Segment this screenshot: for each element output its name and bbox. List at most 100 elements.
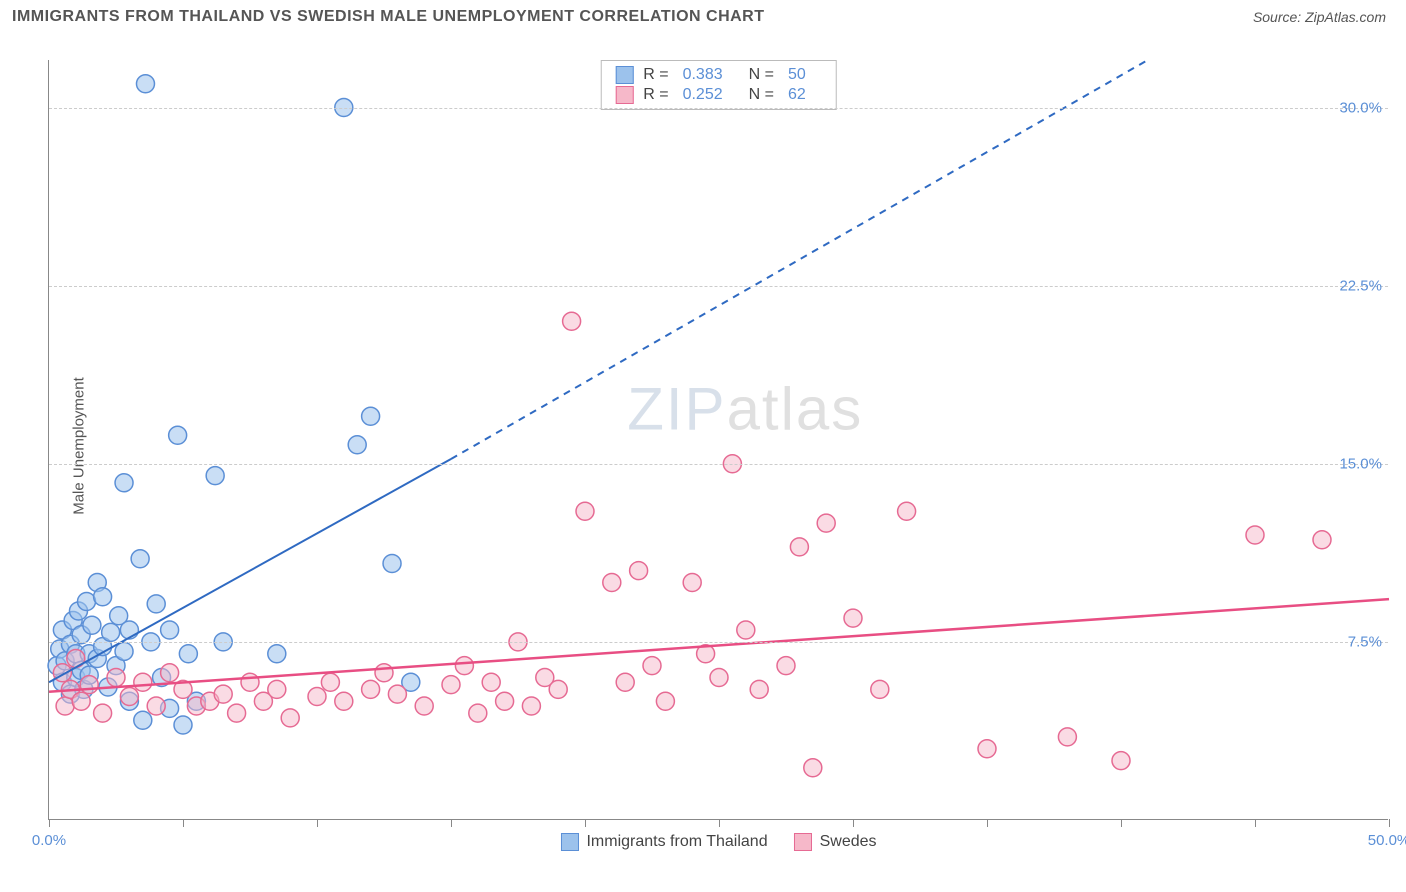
data-point [80, 676, 98, 694]
x-tick [49, 819, 50, 827]
x-tick [451, 819, 452, 827]
y-tick-label: 15.0% [1339, 455, 1382, 472]
data-point [1246, 526, 1264, 544]
n-label: N = [749, 86, 774, 104]
data-point [136, 75, 154, 93]
data-point [898, 502, 916, 520]
data-point [388, 685, 406, 703]
data-point [549, 680, 567, 698]
data-point [161, 664, 179, 682]
data-point [56, 697, 74, 715]
data-point [522, 697, 540, 715]
data-point [817, 514, 835, 532]
x-tick [317, 819, 318, 827]
grid-line [49, 286, 1388, 287]
data-point [1313, 531, 1331, 549]
data-point [147, 697, 165, 715]
data-point [214, 685, 232, 703]
data-point [348, 436, 366, 454]
x-tick-label: 50.0% [1368, 832, 1406, 849]
series-legend-item-2: Swedes [794, 833, 877, 851]
r-label: R = [643, 86, 668, 104]
series-legend-item-1: Immigrants from Thailand [560, 833, 767, 851]
data-point [321, 673, 339, 691]
x-tick [1389, 819, 1390, 827]
data-point [1058, 728, 1076, 746]
data-point [120, 688, 138, 706]
x-tick [1121, 819, 1122, 827]
data-point [107, 669, 125, 687]
plot-svg [49, 60, 1389, 820]
legend-swatch-series-1 [615, 66, 633, 84]
data-point [496, 692, 514, 710]
data-point [102, 623, 120, 641]
data-point [120, 621, 138, 639]
data-point [804, 759, 822, 777]
data-point [362, 407, 380, 425]
x-tick-label: 0.0% [32, 832, 66, 849]
series-name-1: Immigrants from Thailand [586, 833, 767, 851]
r-label: R = [643, 66, 668, 84]
data-point [469, 704, 487, 722]
data-point [147, 595, 165, 613]
data-point [683, 574, 701, 592]
legend-swatch-series-2 [615, 86, 633, 104]
data-point [206, 467, 224, 485]
data-point [643, 657, 661, 675]
correlation-legend: R = 0.383 N = 50 R = 0.252 N = 62 [600, 60, 837, 110]
y-tick-label: 7.5% [1348, 633, 1382, 650]
data-point [335, 692, 353, 710]
data-point [131, 550, 149, 568]
grid-line [49, 642, 1388, 643]
data-point [134, 711, 152, 729]
data-point [268, 645, 286, 663]
data-point [78, 593, 96, 611]
data-point [871, 680, 889, 698]
data-point [616, 673, 634, 691]
series-legend: Immigrants from Thailand Swedes [560, 833, 876, 851]
data-point [94, 704, 112, 722]
data-point [179, 645, 197, 663]
x-tick [183, 819, 184, 827]
data-point [482, 673, 500, 691]
data-point [563, 312, 581, 330]
data-point [72, 692, 90, 710]
series-name-2: Swedes [820, 833, 877, 851]
y-tick-label: 22.5% [1339, 277, 1382, 294]
data-point [134, 673, 152, 691]
n-value-series-1: 50 [788, 66, 806, 84]
data-point [630, 562, 648, 580]
data-point [362, 680, 380, 698]
x-tick [853, 819, 854, 827]
r-value-series-2: 0.252 [683, 86, 723, 104]
legend-swatch-icon [560, 833, 578, 851]
x-tick [1255, 819, 1256, 827]
data-point [790, 538, 808, 556]
data-point [750, 680, 768, 698]
grid-line [49, 108, 1388, 109]
data-point [169, 426, 187, 444]
n-label: N = [749, 66, 774, 84]
chart-title: IMMIGRANTS FROM THAILAND VS SWEDISH MALE… [12, 8, 765, 26]
y-tick-label: 30.0% [1339, 99, 1382, 116]
data-point [281, 709, 299, 727]
data-point [576, 502, 594, 520]
data-point [174, 716, 192, 734]
data-point [455, 657, 473, 675]
x-tick [585, 819, 586, 827]
trend-line [451, 60, 1148, 459]
data-point [844, 609, 862, 627]
data-point [83, 616, 101, 634]
data-point [603, 574, 621, 592]
n-value-series-2: 62 [788, 86, 806, 104]
data-point [375, 664, 393, 682]
r-value-series-1: 0.383 [683, 66, 723, 84]
x-tick [719, 819, 720, 827]
data-point [1112, 752, 1130, 770]
data-point [777, 657, 795, 675]
correlation-legend-row-2: R = 0.252 N = 62 [615, 85, 822, 105]
data-point [94, 588, 112, 606]
data-point [415, 697, 433, 715]
data-point [268, 680, 286, 698]
correlation-legend-row-1: R = 0.383 N = 50 [615, 65, 822, 85]
